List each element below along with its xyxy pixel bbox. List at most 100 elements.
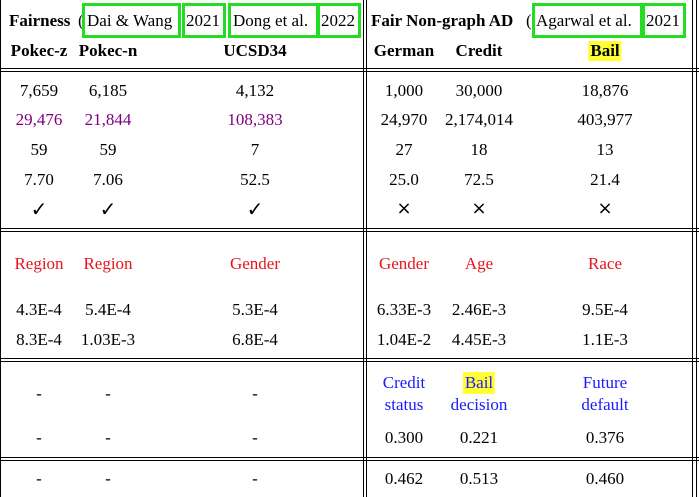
citation-agarwal[interactable]: Agarwal et al.	[536, 11, 632, 30]
label-credit-line1: Bail	[462, 372, 496, 394]
sensitive-credit: Age	[464, 254, 494, 273]
highlight-box-agarwal	[532, 3, 643, 38]
label-bail-line1: Future	[582, 373, 628, 392]
cell-r1-ucsd34: 4,132	[235, 81, 275, 100]
group-separator-a	[363, 0, 364, 497]
highlight-box-dai-wang	[82, 3, 181, 38]
cross-icon: ×	[471, 198, 487, 219]
check-icon: ✓	[99, 197, 117, 221]
cell-r1-pokec-z: 7,659	[19, 81, 59, 100]
right-border-a	[692, 0, 693, 497]
label-dash-pokec-n: -	[105, 384, 111, 403]
cell-r7-german: 6.33E-3	[376, 300, 432, 319]
cell-r2-german: 24,970	[380, 110, 428, 129]
dataset-ucsd34: UCSD34	[223, 41, 287, 60]
rule-section-1b	[0, 231, 699, 232]
dataset-pokec-z: Pokec-z	[10, 41, 68, 60]
rule-section-2	[0, 358, 699, 359]
sensitive-pokec-z: Region	[14, 254, 64, 273]
cell-r2-ucsd34: 108,383	[227, 110, 283, 129]
cell-r1-bail: 18,876	[581, 81, 629, 100]
cell-r8-credit: 4.45E-3	[451, 330, 507, 349]
citation-dong[interactable]: Dong et al.	[233, 11, 309, 30]
cell-r2-pokec-z: 29,476	[15, 110, 63, 129]
label-dash-pokec-z: -	[36, 384, 42, 403]
label-credit-line2: decision	[450, 395, 508, 414]
cell-r8-bail: 1.1E-3	[582, 330, 628, 349]
cross-icon: ×	[396, 198, 412, 219]
sensitive-ucsd34: Gender	[229, 254, 281, 273]
dataset-bail: Bail	[588, 41, 622, 61]
label-bail-line2: default	[581, 395, 629, 414]
cell-r3-pokec-z: 59	[30, 140, 48, 159]
highlight-box-dai-wang-year	[182, 3, 226, 38]
cell-r7-ucsd34: 5.3E-4	[232, 300, 278, 319]
cell-r10-ucsd34: -	[252, 428, 258, 447]
dataset-credit: Credit	[455, 41, 503, 60]
group1-label: Fairness	[9, 11, 71, 30]
cell-r4-bail: 21.4	[590, 170, 620, 189]
group1-open-paren: (	[78, 11, 84, 30]
cell-r10-german: 0.300	[384, 428, 424, 447]
cell-r4-pokec-z: 7.70	[24, 170, 54, 189]
rule-header	[0, 68, 699, 69]
rule-header-2	[0, 71, 699, 72]
dataset-pokec-n: Pokec-n	[78, 41, 138, 60]
sensitive-german: Gender	[378, 254, 430, 273]
cell-r7-credit: 2.46E-3	[451, 300, 507, 319]
left-border	[0, 0, 1, 497]
group-separator-b	[366, 0, 367, 497]
cell-r11-german: 0.462	[384, 469, 424, 488]
cell-r4-ucsd34: 52.5	[240, 170, 270, 189]
citation-agarwal-year[interactable]: 2021	[646, 11, 680, 30]
check-icon: ✓	[30, 197, 48, 221]
check-icon: ✓	[246, 197, 264, 221]
cell-r1-credit: 30,000	[455, 81, 503, 100]
cell-r11-pokec-n: -	[105, 469, 111, 488]
highlight-box-dong	[228, 3, 319, 38]
cell-r11-credit: 0.513	[459, 469, 499, 488]
group2-open-paren: (	[526, 11, 532, 30]
cell-r3-pokec-n: 59	[99, 140, 117, 159]
right-border-b	[696, 0, 697, 497]
sensitive-bail: Race	[588, 254, 622, 273]
cell-r4-pokec-n: 7.06	[93, 170, 123, 189]
cell-r2-bail: 403,977	[577, 110, 633, 129]
cell-r11-pokec-z: -	[36, 469, 42, 488]
cell-r1-pokec-n: 6,185	[88, 81, 128, 100]
citation-dai-wang-year[interactable]: 2021	[186, 11, 220, 30]
label-german-line2: status	[384, 395, 424, 414]
rule-section-2b	[0, 361, 699, 362]
group2-label: Fair Non-graph AD	[371, 11, 514, 30]
citation-dai-wang[interactable]: Dai & Wang	[87, 11, 173, 30]
cell-r3-ucsd34: 7	[250, 140, 260, 159]
rule-section-1	[0, 228, 699, 229]
highlight-box-dong-year	[317, 3, 361, 38]
cell-r3-bail: 13	[596, 140, 614, 159]
cross-icon: ×	[597, 198, 613, 219]
cell-r3-german: 27	[395, 140, 413, 159]
cell-r7-pokec-n: 5.4E-4	[85, 300, 131, 319]
sensitive-pokec-n: Region	[83, 254, 133, 273]
cell-r8-pokec-z: 8.3E-4	[16, 330, 62, 349]
cell-r3-credit: 18	[470, 140, 488, 159]
highlight-box-agarwal-year	[642, 3, 686, 38]
cell-r10-bail: 0.376	[585, 428, 625, 447]
dataset-german: German	[373, 41, 435, 60]
cell-r10-credit: 0.221	[459, 428, 499, 447]
cell-r7-pokec-z: 4.3E-4	[16, 300, 62, 319]
rule-section-3	[0, 457, 699, 458]
cell-r4-german: 25.0	[389, 170, 419, 189]
label-dash-ucsd34: -	[252, 384, 258, 403]
cell-r10-pokec-n: -	[105, 428, 111, 447]
cell-r11-bail: 0.460	[585, 469, 625, 488]
cell-r8-pokec-n: 1.03E-3	[80, 330, 136, 349]
cell-r8-ucsd34: 6.8E-4	[232, 330, 278, 349]
cell-r2-pokec-n: 21,844	[84, 110, 132, 129]
cell-r7-bail: 9.5E-4	[582, 300, 628, 319]
rule-section-3b	[0, 460, 699, 461]
cell-r4-credit: 72.5	[464, 170, 494, 189]
citation-dong-year[interactable]: 2022	[321, 11, 355, 30]
cell-r1-german: 1,000	[384, 81, 424, 100]
label-german-line1: Credit	[382, 373, 426, 392]
